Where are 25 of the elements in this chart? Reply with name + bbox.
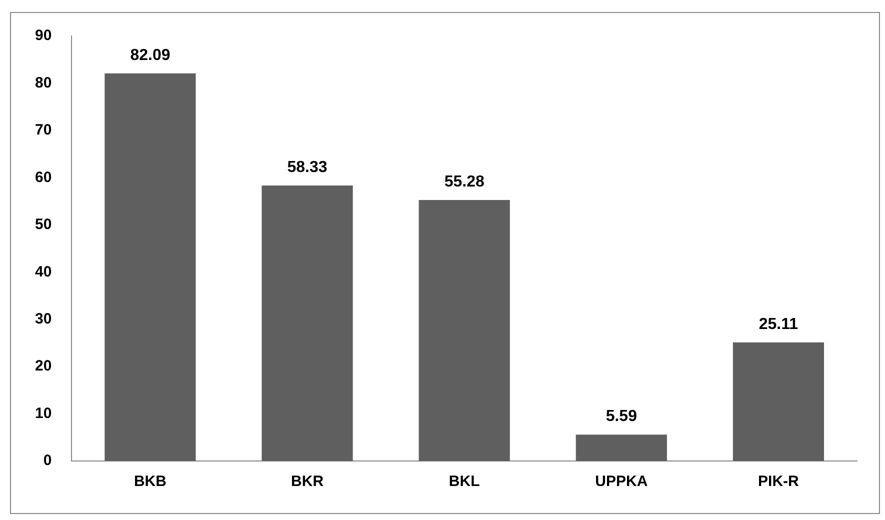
bar <box>576 434 667 461</box>
x-tick-label: PIK-R <box>758 473 800 490</box>
y-tick-label: 80 <box>34 74 52 92</box>
y-tick-label: 50 <box>34 216 52 234</box>
x-tick-label: BKL <box>448 473 480 490</box>
y-tick-label: 40 <box>34 263 52 280</box>
y-tick-label: 70 <box>34 122 52 139</box>
data-label: 58.33 <box>287 158 328 176</box>
y-tick-label: 60 <box>34 168 52 186</box>
x-tick-label: BKB <box>134 473 167 490</box>
bar <box>262 186 353 461</box>
bar <box>732 342 824 461</box>
y-tick-label: 0 <box>43 452 52 470</box>
y-tick-label: 20 <box>34 358 52 375</box>
x-tick-label: BKR <box>291 473 324 490</box>
data-label: 55.28 <box>444 173 484 190</box>
data-label: 25.11 <box>758 316 798 333</box>
bar <box>418 200 510 461</box>
data-label: 5.59 <box>606 408 638 426</box>
data-label: 82.09 <box>130 46 170 64</box>
y-tick-label: 10 <box>34 404 52 422</box>
y-tick-label: 90 <box>34 27 52 44</box>
y-tick-label: 30 <box>34 310 52 328</box>
bar <box>104 73 196 461</box>
x-tick-label: UPPKA <box>595 473 648 490</box>
